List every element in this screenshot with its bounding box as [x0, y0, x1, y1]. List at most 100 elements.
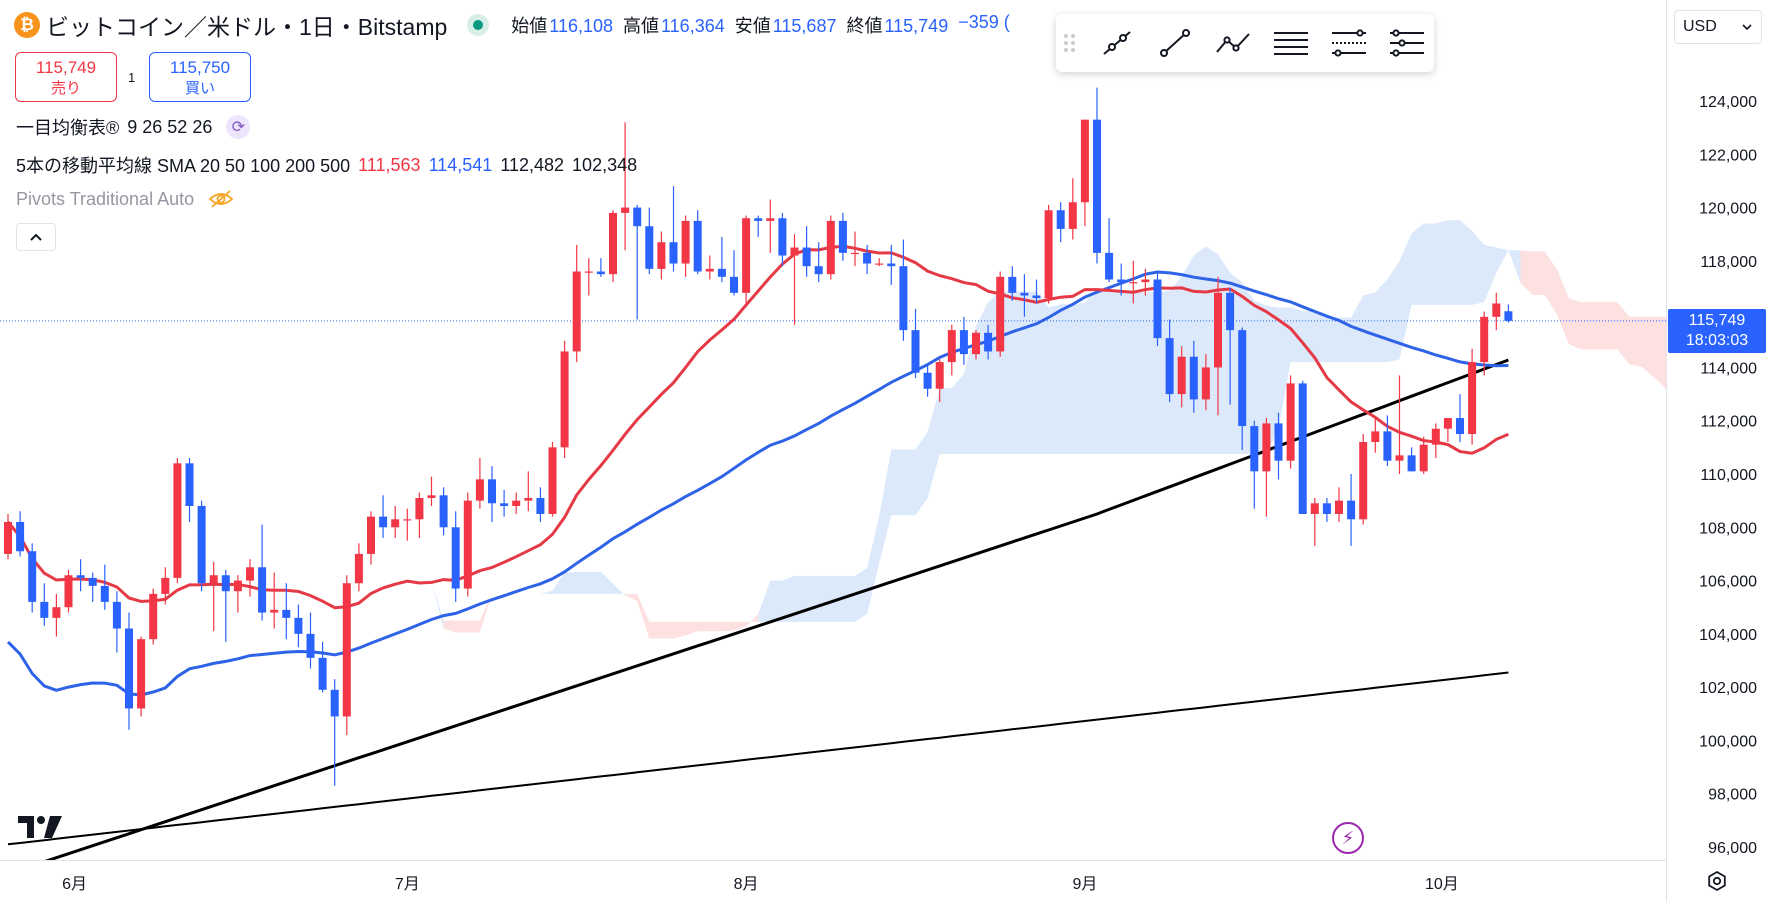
lightning-icon[interactable]: ⚡ [1332, 822, 1364, 854]
candle [1371, 418, 1380, 453]
candle [1407, 447, 1416, 472]
candle [306, 612, 315, 669]
candle [863, 244, 872, 275]
candle [100, 564, 109, 610]
candle [621, 122, 630, 251]
sma-value-3: 112,482 [500, 154, 565, 175]
candle [560, 340, 569, 459]
chart-settings-button[interactable] [1700, 866, 1734, 896]
polyline-icon[interactable] [1214, 24, 1252, 62]
candle [959, 316, 968, 365]
price-tick-label: 112,000 [1700, 414, 1757, 431]
candle [173, 458, 182, 584]
time-tick-label: 8月 [734, 876, 759, 893]
trend-line-icon[interactable] [1098, 24, 1136, 62]
candle [1480, 311, 1489, 376]
candle [1105, 218, 1114, 283]
sma-legend[interactable]: 5本の移動平均線 SMA 20 50 100 200 500 111,563 1… [16, 152, 637, 178]
symbol-header: ₿ ビットコイン／米ドル・1日・Bitstamp 始値 116,108 高値 116… [14, 10, 1010, 40]
pitchfork-levels-icon[interactable] [1388, 24, 1426, 62]
time-tick-label: 6月 [62, 876, 87, 893]
close-value: 115,749 [884, 16, 949, 36]
price-scale[interactable]: 124,000122,000120,000118,000116,000114,0… [1666, 0, 1768, 902]
candle [657, 231, 666, 280]
candle [1189, 340, 1198, 413]
candle [802, 226, 811, 277]
candle [572, 244, 581, 363]
ichimoku-legend[interactable]: 一目均衡表® 9 26 52 26 ⟳ [16, 114, 251, 140]
candle [923, 364, 932, 397]
open-label: 始値 [511, 16, 548, 36]
candle [197, 500, 206, 592]
line-icon[interactable] [1156, 24, 1194, 62]
price-tick-label: 96,000 [1708, 840, 1757, 857]
candle [1443, 418, 1452, 443]
sell-price: 115,749 [35, 58, 97, 77]
tradingview-logo[interactable] [18, 814, 66, 845]
candle [1165, 319, 1174, 403]
market-open-icon[interactable] [467, 14, 490, 36]
candles [4, 87, 1513, 786]
drag-grip-icon[interactable] [1064, 32, 1078, 54]
candle [947, 324, 956, 376]
candle [294, 604, 303, 648]
low-value: 115,687 [772, 16, 837, 36]
candle [645, 207, 654, 275]
candle [548, 442, 557, 517]
sma-50-line [6, 270, 1509, 697]
buy-button[interactable]: 115,750 買い [149, 52, 251, 102]
sma-500-line [7, 671, 1509, 846]
candle [1250, 420, 1259, 509]
candle [1068, 178, 1077, 240]
price-tick-label: 108,000 [1699, 520, 1757, 537]
candle [1129, 260, 1138, 304]
ichimoku-cloud-bullish [322, 220, 1521, 629]
candle [1080, 119, 1089, 227]
candle [669, 186, 678, 272]
change-value: −359 ( [958, 12, 1010, 32]
candle [1201, 354, 1210, 411]
candle [4, 513, 12, 560]
price-tick-label: 104,000 [1699, 627, 1757, 644]
sma-value-1: 111,563 [358, 154, 421, 175]
time-tick-label: 7月 [395, 876, 420, 893]
candle [403, 508, 412, 541]
candle [1431, 423, 1440, 459]
symbol-title[interactable]: ビットコイン／米ドル・1日・Bitstamp [46, 14, 448, 40]
price-tick-label: 100,000 [1699, 733, 1757, 750]
candle [1419, 436, 1428, 474]
candle [488, 466, 496, 522]
open-value: 116,108 [549, 16, 613, 36]
candle [500, 489, 509, 517]
collapse-legend-button[interactable] [16, 223, 56, 251]
candle [609, 210, 617, 283]
candle [766, 199, 775, 253]
candle [354, 543, 363, 592]
eye-hidden-icon[interactable] [208, 188, 234, 210]
current-price-value: 115,749 [1688, 311, 1746, 329]
pivots-legend[interactable]: Pivots Traditional Auto [16, 188, 234, 210]
price-chart[interactable] [0, 0, 1666, 860]
buy-price: 115,750 [169, 58, 231, 77]
candle [790, 234, 799, 325]
candle [137, 636, 146, 717]
bitcoin-icon[interactable]: ₿ [14, 12, 40, 38]
buy-label: 買い [184, 80, 215, 97]
candle [717, 236, 726, 283]
time-tick-label: 9月 [1072, 876, 1097, 893]
currency-select[interactable]: USD [1674, 10, 1762, 44]
sell-button[interactable]: 115,749 売り [15, 52, 117, 102]
high-value: 116,364 [661, 16, 725, 36]
candle [1056, 202, 1065, 243]
fib-levels-icon[interactable] [1330, 24, 1368, 62]
candle [1310, 497, 1319, 546]
candle [851, 231, 859, 267]
reload-icon[interactable]: ⟳ [226, 115, 251, 139]
candle [1274, 412, 1283, 480]
candle [112, 591, 121, 653]
candle [475, 458, 484, 509]
time-axis[interactable]: 6月 7月 8月 9月 10月 [0, 860, 1666, 902]
horizontal-lines-icon[interactable] [1272, 24, 1310, 62]
candle [633, 204, 642, 320]
candle [972, 330, 980, 360]
